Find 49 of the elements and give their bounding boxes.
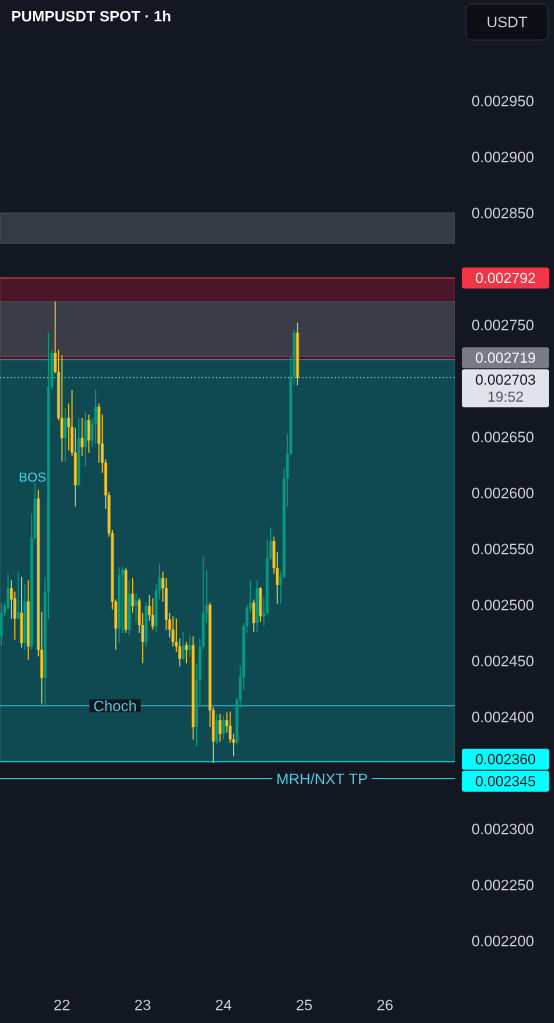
x-tick-label: 23 — [135, 999, 151, 1011]
candlestick — [80, 417, 84, 457]
ref-line-label: 0.002345 — [475, 776, 536, 787]
candlestick — [188, 634, 192, 658]
candlestick — [87, 414, 91, 454]
candlestick — [0, 602, 3, 646]
candlestick — [151, 597, 155, 631]
ref-line-label: 0.002792 — [475, 272, 535, 284]
ref-line-label: 0.002703 — [475, 374, 536, 385]
candlestick — [259, 586, 262, 623]
x-tick-label: 24 — [215, 999, 232, 1011]
y-tick-label: 0.002400 — [472, 711, 534, 723]
candlestick — [215, 713, 219, 745]
y-tick-label: 0.002850 — [472, 207, 534, 219]
candlestick — [84, 410, 87, 467]
y-tick-label: 0.002500 — [472, 599, 534, 611]
y-tick-label: 0.002450 — [472, 655, 534, 667]
candlestick — [60, 354, 64, 463]
y-tick-label: 0.002300 — [472, 823, 534, 835]
candlestick — [134, 593, 138, 623]
x-tick-label: 22 — [54, 999, 70, 1011]
y-tick-label: 0.002900 — [472, 151, 534, 163]
y-tick-label: 0.002650 — [472, 431, 534, 443]
ref-line-label: 0.002719 — [475, 352, 536, 363]
annotation: MRH/NXT TP — [277, 773, 368, 785]
candlestick — [181, 631, 185, 661]
candlestick — [63, 407, 67, 463]
candlestick — [131, 577, 135, 614]
candlestick — [296, 322, 299, 387]
x-tick-label: 25 — [296, 999, 312, 1011]
chart-title: PUMPUSDT SPOT · 1h — [12, 10, 171, 22]
candlestick — [218, 713, 222, 743]
y-axis-title: USDT — [487, 16, 528, 28]
y-tick-label: 0.002250 — [472, 879, 534, 891]
candlestick — [252, 598, 256, 633]
ref-line-label: 0.002360 — [475, 754, 536, 765]
y-tick-label: 0.002550 — [472, 543, 534, 555]
candlestick — [16, 570, 20, 621]
candlestick — [185, 641, 188, 664]
y-tick-label: 0.002750 — [472, 319, 534, 331]
y-tick-label: 0.002600 — [472, 487, 534, 499]
text: 19:52 — [488, 391, 523, 402]
x-tick-label: 26 — [377, 999, 393, 1011]
y-tick-label: 0.002200 — [472, 935, 534, 947]
annotation: BOS — [19, 472, 46, 482]
candlestick — [94, 389, 98, 445]
annotation: Choch — [94, 700, 136, 712]
y-tick-label: 0.002950 — [472, 95, 534, 107]
candlestick — [222, 715, 225, 740]
